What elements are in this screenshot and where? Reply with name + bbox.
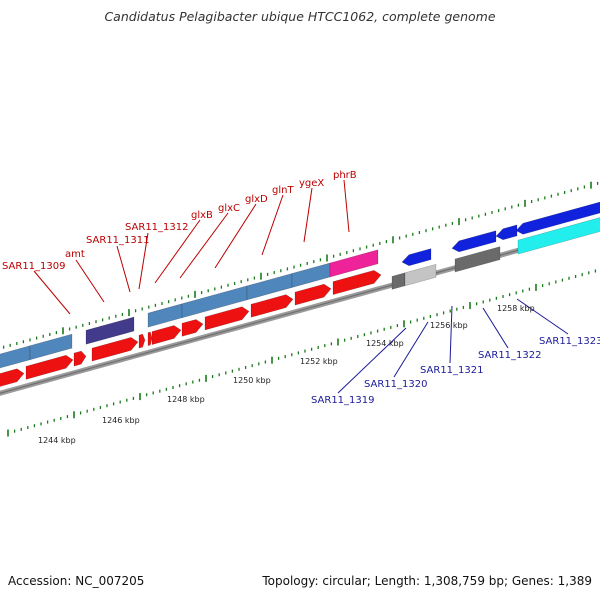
gene-label-amt: amt xyxy=(65,249,85,260)
cds-arrow-red xyxy=(91,337,139,362)
gene-box-blue xyxy=(291,262,331,288)
gene-label-glxc: glxC xyxy=(218,203,240,214)
gene-label-sar11-1319: SAR11_1319 xyxy=(311,395,375,406)
cds-arrow-red xyxy=(0,368,25,387)
gene-box-magenta xyxy=(329,249,379,278)
scale-label-1248: 1248 kbp xyxy=(167,395,205,404)
gene-label-sar11-1322: SAR11_1322 xyxy=(478,350,542,361)
forward-labels: SAR11_1309 amt SAR11_1311 SAR11_1312 glx… xyxy=(2,170,357,272)
leader-line xyxy=(343,179,350,233)
cds-arrow-red xyxy=(147,331,153,347)
gene-label-sar11-1321: SAR11_1321 xyxy=(420,365,484,376)
cds-arrow-red xyxy=(250,294,294,318)
cds-arrow-red xyxy=(151,325,182,345)
leader-line xyxy=(482,307,509,349)
leader-line xyxy=(337,327,407,394)
leader-line xyxy=(116,245,131,293)
leader-line xyxy=(154,219,201,284)
map-title: Candidatus Pelagibacter ubique HTCC1062,… xyxy=(104,9,496,24)
gene-label-glxb: glxB xyxy=(191,210,213,221)
scale-label-1246: 1246 kbp xyxy=(102,416,140,425)
cds-arrow-red xyxy=(204,306,250,331)
leader-line xyxy=(449,305,453,364)
gene-arrow-blue xyxy=(515,201,600,235)
gene-box-gray xyxy=(454,246,501,273)
leader-line xyxy=(516,298,569,335)
scale-labels: 1244 kbp 1246 kbp 1248 kbp 1250 kbp 1252… xyxy=(38,304,535,445)
backbone xyxy=(0,225,600,396)
gene-box-cyan xyxy=(517,217,600,255)
leader-line xyxy=(75,259,105,303)
cds-arrow-red xyxy=(294,283,332,306)
gene-label-glxd: glxD xyxy=(245,194,268,205)
cds-arrow-red xyxy=(73,350,87,367)
leader-line xyxy=(214,203,257,269)
scale-label-1254: 1254 kbp xyxy=(366,339,404,348)
gene-label-sar11-1323: SAR11_1323 xyxy=(539,336,600,347)
topology-text: Topology: circular; Length: 1,308,759 bp… xyxy=(262,574,592,588)
gene-box-purple xyxy=(85,316,135,345)
cds-arrow-red xyxy=(138,333,146,349)
reverse-labels: SAR11_1319 SAR11_1320 SAR11_1321 SAR11_1… xyxy=(311,336,600,406)
gene-arrow-blue xyxy=(451,230,497,253)
gene-label-sar11-1311: SAR11_1311 xyxy=(86,235,150,246)
scale-label-1256: 1256 kbp xyxy=(430,321,468,330)
gene-box-lightgray xyxy=(404,263,437,287)
gene-label-phrb: phrB xyxy=(333,170,357,181)
leader-line xyxy=(303,187,313,243)
gene-label-sar11-1312: SAR11_1312 xyxy=(125,222,189,233)
upper-tick-row xyxy=(2,181,599,349)
gene-box-blue xyxy=(29,333,73,361)
gene-label-glnt: glnT xyxy=(272,185,294,196)
tick-rows xyxy=(2,181,599,437)
leader-line xyxy=(261,194,284,256)
accession-text: Accession: NC_007205 xyxy=(8,574,145,588)
gene-box-blue xyxy=(0,345,31,369)
scale-label-1258: 1258 kbp xyxy=(497,304,535,313)
feature-track xyxy=(0,201,600,387)
gene-arrow-blue xyxy=(401,248,432,267)
cds-arrow-red xyxy=(25,354,74,380)
scale-label-1250: 1250 kbp xyxy=(233,376,271,385)
gene-label-ygex: ygeX xyxy=(299,178,324,189)
leader-line xyxy=(138,232,149,290)
gene-label-sar11-1309: SAR11_1309 xyxy=(2,261,66,272)
gene-arrow-blue xyxy=(495,224,518,241)
leader-line xyxy=(33,270,71,315)
scale-label-1244: 1244 kbp xyxy=(38,436,76,445)
label-leaders xyxy=(33,179,569,394)
gene-label-sar11-1320: SAR11_1320 xyxy=(364,379,428,390)
gene-box-gray xyxy=(391,272,406,290)
leader-line xyxy=(393,321,429,378)
lower-tick-row xyxy=(7,269,597,437)
scale-label-1252: 1252 kbp xyxy=(300,357,338,366)
gene-box-blue xyxy=(147,303,183,328)
cds-arrow-red xyxy=(332,270,382,296)
leader-line xyxy=(179,212,229,279)
cds-arrow-red xyxy=(181,319,204,337)
